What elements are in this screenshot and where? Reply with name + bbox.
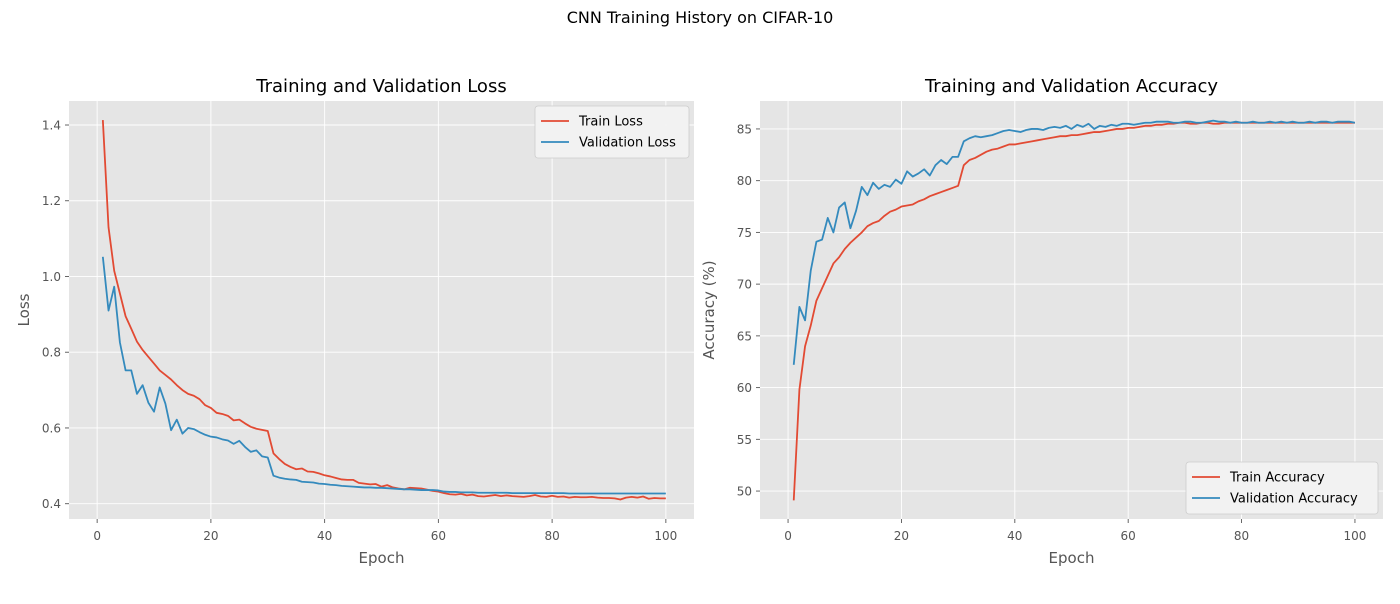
loss-legend-box <box>534 105 690 159</box>
accuracy-x-axis-label: Epoch <box>1049 549 1095 567</box>
accuracy-plot-area <box>760 101 1383 519</box>
loss-x-tick-label: 100 <box>654 529 677 543</box>
loss-series-train-line <box>101 120 666 501</box>
accuracy-y-tick-label: 65 <box>737 329 752 343</box>
accuracy-x-tick-label: 100 <box>1343 529 1366 543</box>
accuracy-x-tick-label: 0 <box>784 529 792 543</box>
loss-y-tick-label: 1.4 <box>42 119 61 133</box>
loss-y-tick-label: 1.2 <box>42 194 61 208</box>
loss-y-axis-label: Loss <box>15 293 33 326</box>
accuracy-legend: Train Accuracy Validation Accuracy <box>1185 461 1379 515</box>
accuracy-y-tick-label: 80 <box>737 174 752 188</box>
figure-title: CNN Training History on CIFAR-10 <box>566 8 834 27</box>
accuracy-legend-box <box>1185 461 1379 515</box>
loss-x-tick-label: 20 <box>203 529 218 543</box>
accuracy-chart-title: Training and Validation Accuracy <box>924 76 1218 97</box>
loss-y-tick-label: 0.6 <box>42 421 61 435</box>
accuracy-y-tick-label: 60 <box>737 381 752 395</box>
accuracy-y-tick-label: 50 <box>737 485 752 499</box>
accuracy-y-tick-label: 85 <box>737 122 752 136</box>
accuracy-x-tick-label: 20 <box>894 529 909 543</box>
accuracy-x-tick-label: 60 <box>1121 529 1136 543</box>
accuracy-x-tick-label: 40 <box>1007 529 1022 543</box>
loss-x-tick-label: 40 <box>317 529 332 543</box>
accuracy-y-tick-label: 75 <box>737 226 752 240</box>
loss-y-tick-label: 1.0 <box>42 270 61 284</box>
loss-legend-label-train: Train Loss <box>578 115 643 130</box>
loss-y-tick-label: 0.8 <box>42 346 61 360</box>
loss-x-tick-label: 60 <box>431 529 446 543</box>
loss-x-tick-label: 0 <box>93 529 101 543</box>
loss-x-axis-label: Epoch <box>359 549 405 567</box>
loss-y-tick-label: 0.4 <box>42 497 61 511</box>
accuracy-x-tick-label: 80 <box>1234 529 1249 543</box>
loss-series-validation-line <box>101 256 666 495</box>
accuracy-series-validation-line <box>792 119 1356 365</box>
accuracy-y-axis-label: Accuracy (%) <box>700 260 718 359</box>
loss-chart-title: Training and Validation Loss <box>255 76 506 97</box>
accuracy-y-tick-label: 70 <box>737 278 752 292</box>
accuracy-y-tick-label: 55 <box>737 433 752 447</box>
loss-x-tick-label: 80 <box>544 529 559 543</box>
loss-chart: 0 20 40 60 80 100 0.4 0.6 0.8 1.0 1.2 1.4 Training a… <box>15 76 694 567</box>
accuracy-chart: 0 20 40 60 80 100 50 55 60 65 70 75 80 85 Training and… <box>700 76 1383 567</box>
loss-legend-label-validation: Validation Loss <box>579 136 676 151</box>
loss-plot-area <box>69 101 694 519</box>
accuracy-legend-label-train: Train Accuracy <box>1229 471 1325 486</box>
accuracy-legend-label-validation: Validation Accuracy <box>1230 492 1358 507</box>
loss-legend: Train Loss Validation Loss <box>534 105 690 159</box>
